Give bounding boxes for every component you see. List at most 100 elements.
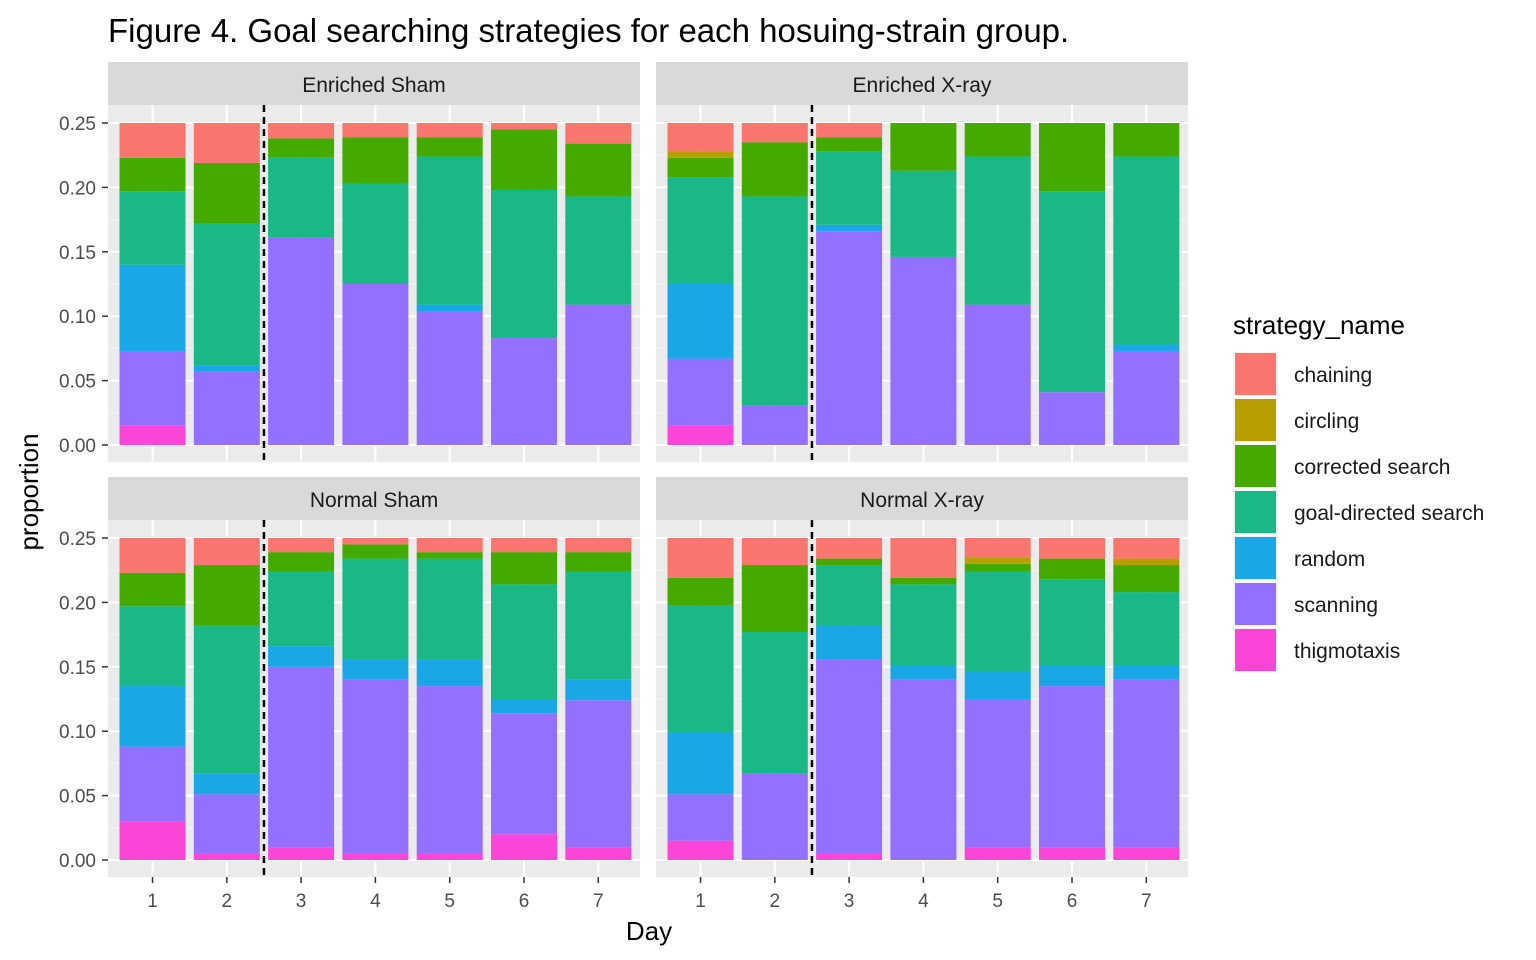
bar-segment-goal-directed-search (890, 170, 957, 257)
bar-segment-chaining (1039, 538, 1105, 559)
bar-segment-random (667, 732, 734, 795)
facet-strip-label: Normal X-ray (860, 489, 984, 512)
y-tick-label: 0.05 (59, 787, 96, 808)
bar-segment-chaining (416, 538, 483, 553)
bar-segment-scanning (816, 231, 883, 445)
bar-segment-random (964, 671, 1031, 699)
x-tick-label: 7 (1141, 891, 1152, 912)
bar-segment-corrected-search (816, 137, 883, 152)
bar-segment-goal-directed-search (342, 558, 409, 660)
bar-segment-goal-directed-search (964, 156, 1031, 305)
bar-segment-corrected-search (565, 552, 632, 572)
facet-strip (656, 62, 1188, 105)
x-tick-label: 5 (444, 891, 455, 912)
bar-segment-thigmotaxis (1113, 847, 1180, 860)
bar-segment-goal-directed-search (416, 558, 483, 660)
bar-segment-scanning (964, 304, 1031, 445)
bar-segment-random (268, 646, 335, 667)
bar-segment-goal-directed-search (741, 632, 808, 774)
bar-segment-chaining (268, 538, 335, 553)
y-tick-label: 0.00 (59, 436, 96, 457)
bar-segment-random (193, 773, 260, 795)
bar-segment-scanning (268, 237, 335, 445)
bar-segment-scanning (1039, 686, 1105, 848)
legend-key-goal-directed-search (1235, 491, 1276, 533)
bar-segment-corrected-search (1113, 123, 1180, 157)
bar-segment-goal-directed-search (1039, 191, 1105, 393)
bar-segment-random (119, 264, 186, 351)
bar-segment-scanning (667, 794, 734, 841)
bar-segment-goal-directed-search (1113, 592, 1180, 666)
x-tick-label: 1 (695, 891, 706, 912)
y-tick-label: 0.15 (59, 243, 96, 264)
bar-segment-chaining (667, 538, 734, 578)
bar-segment-chaining (416, 123, 483, 138)
bar-segment-goal-directed-search (667, 604, 734, 733)
bar-segment-scanning (890, 679, 957, 860)
bar-segment-goal-directed-search (890, 584, 957, 666)
x-axis-label: Day (626, 916, 672, 946)
bar-segment-thigmotaxis (1039, 847, 1105, 860)
bar-segment-corrected-search (964, 123, 1031, 157)
y-tick-label: 0.20 (59, 178, 96, 199)
bar-segment-chaining (491, 123, 557, 130)
bar-segment-thigmotaxis (268, 847, 335, 860)
bar-segment-circling (667, 151, 734, 158)
bar-segment-chaining (890, 538, 957, 578)
bar-segment-goal-directed-search (491, 189, 557, 339)
bar-segment-chaining (565, 123, 632, 144)
bar-segment-chaining (741, 123, 808, 143)
y-tick-label: 0.05 (59, 372, 96, 393)
facet-panel: Enriched X-ray (656, 62, 1188, 462)
bar-segment-scanning (741, 405, 808, 445)
bar-segment-goal-directed-search (416, 156, 483, 305)
bar-segment-chaining (268, 123, 335, 139)
bar-segment-random (342, 659, 409, 680)
bar-segment-goal-directed-search (119, 191, 186, 265)
bar-segment-random (667, 284, 734, 359)
bar-segment-goal-directed-search (1113, 156, 1180, 345)
bar-segment-scanning (1113, 679, 1180, 848)
x-tick-label: 3 (296, 891, 307, 912)
bar-segment-corrected-search (119, 572, 186, 607)
facet-strip-label: Enriched Sham (302, 74, 446, 97)
legend-label: corrected search (1294, 456, 1450, 479)
facet-strip-label: Enriched X-ray (853, 74, 992, 97)
bar-segment-scanning (964, 699, 1031, 848)
bar-segment-random (565, 679, 632, 701)
bar-segment-chaining (741, 538, 808, 566)
bar-segment-scanning (816, 659, 883, 854)
bar-segment-corrected-search (667, 577, 734, 605)
x-tick-label: 4 (918, 891, 929, 912)
y-tick-label: 0.25 (59, 529, 96, 550)
x-tick-label: 3 (844, 891, 855, 912)
bar-segment-thigmotaxis (667, 840, 734, 860)
bar-segment-corrected-search (741, 142, 808, 197)
bar-segment-chaining (119, 123, 186, 158)
bar-segment-random (1039, 665, 1105, 687)
bar-segment-random (1113, 344, 1180, 351)
legend-key-corrected-search (1235, 445, 1276, 487)
facet-panel: Enriched Sham 0.00 0.05 0.10 0.15 0.20 0.25 (59, 62, 640, 462)
bar-segment-goal-directed-search (816, 151, 883, 225)
legend-label: chaining (1294, 364, 1372, 387)
bar-segment-corrected-search (342, 544, 409, 559)
bar-segment-scanning (491, 713, 557, 835)
facet-strip (108, 62, 640, 105)
y-tick-label: 0.25 (59, 114, 96, 135)
bar-segment-scanning (491, 338, 557, 445)
facet-strip (656, 477, 1188, 520)
legend-label: goal-directed search (1294, 502, 1484, 525)
y-tick-label: 0.15 (59, 658, 96, 679)
facet-panels: Enriched Sham0.000.050.100.150.200.25Enr… (59, 62, 1188, 912)
facet-strip (108, 477, 640, 520)
bar-segment-random (491, 699, 557, 714)
bar-segment-goal-directed-search (667, 177, 734, 284)
bar-segment-random (416, 659, 483, 687)
bar-segment-thigmotaxis (119, 821, 186, 860)
legend-key-random (1235, 537, 1276, 579)
bar-segment-corrected-search (816, 558, 883, 566)
bar-segment-scanning (416, 686, 483, 854)
y-tick-label: 0.20 (59, 593, 96, 614)
x-tick-label: 2 (770, 891, 781, 912)
